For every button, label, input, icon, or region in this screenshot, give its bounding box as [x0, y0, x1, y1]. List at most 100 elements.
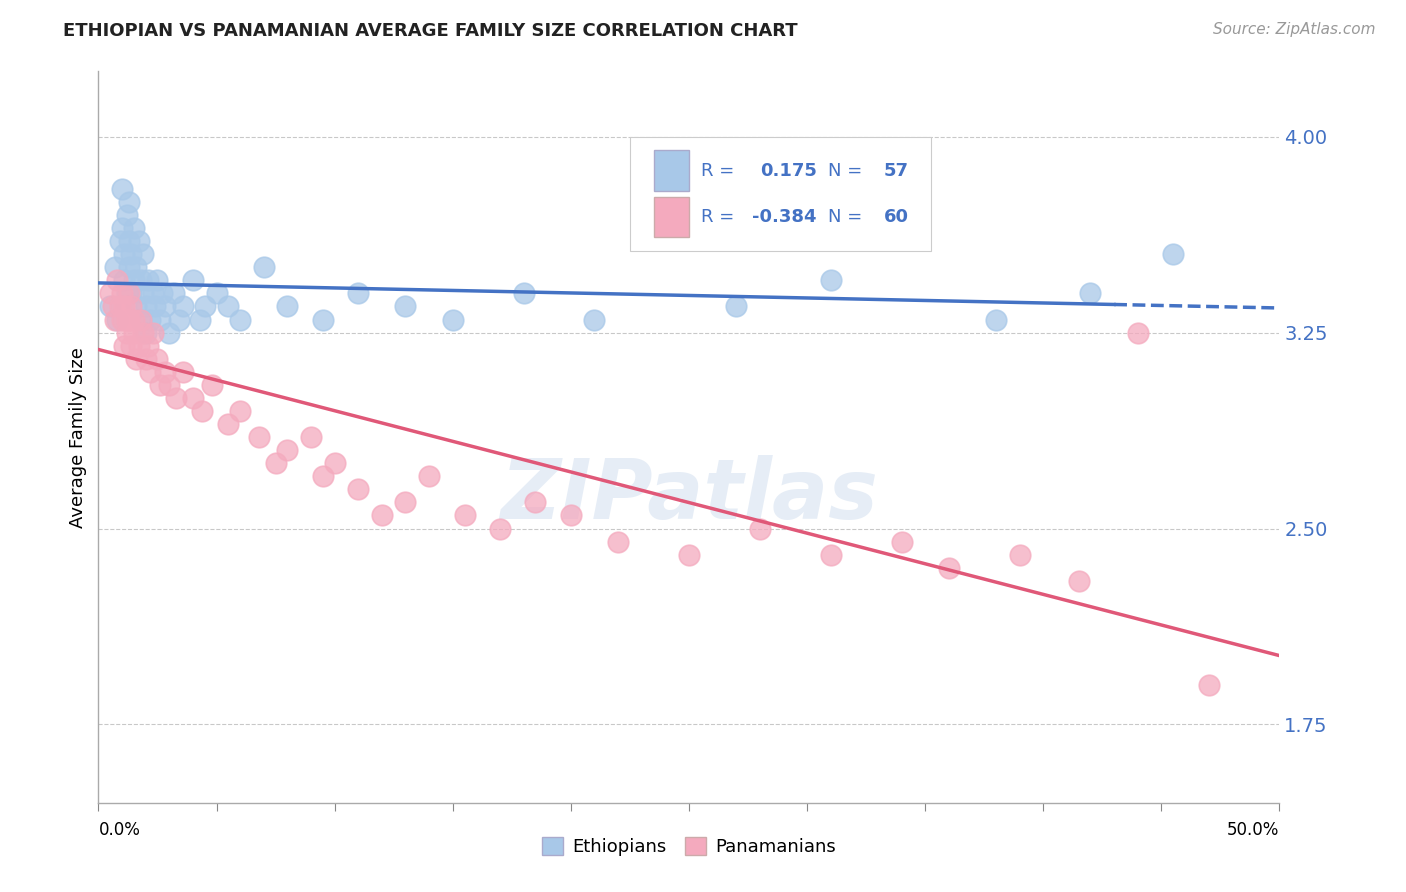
- Point: [142, 326, 165, 340]
- Point: [112, 273, 135, 287]
- Point: [264, 456, 287, 470]
- Point: [98, 286, 121, 301]
- Point: [607, 534, 630, 549]
- Point: [129, 312, 152, 326]
- Point: [101, 300, 124, 314]
- Text: Source: ZipAtlas.com: Source: ZipAtlas.com: [1212, 22, 1375, 37]
- Point: [247, 430, 270, 444]
- Point: [1008, 548, 1031, 562]
- Text: ETHIOPIAN VS PANAMANIAN AVERAGE FAMILY SIZE CORRELATION CHART: ETHIOPIAN VS PANAMANIAN AVERAGE FAMILY S…: [63, 22, 797, 40]
- Point: [132, 247, 155, 261]
- Point: [153, 365, 176, 379]
- Point: [132, 326, 155, 340]
- Point: [820, 273, 842, 287]
- Point: [678, 548, 700, 562]
- Point: [149, 312, 172, 326]
- Point: [115, 286, 138, 301]
- Point: [118, 260, 141, 275]
- Point: [172, 300, 194, 314]
- Point: [98, 300, 121, 314]
- Text: -0.384: -0.384: [752, 208, 815, 227]
- Point: [560, 508, 582, 523]
- Point: [143, 300, 166, 314]
- Point: [157, 377, 180, 392]
- Point: [938, 560, 960, 574]
- Point: [1080, 286, 1102, 301]
- Point: [748, 521, 770, 535]
- Point: [125, 300, 148, 314]
- Point: [1126, 326, 1149, 340]
- Text: R =: R =: [700, 208, 734, 227]
- Point: [181, 273, 204, 287]
- Point: [115, 208, 138, 222]
- Point: [129, 312, 152, 326]
- Point: [1161, 247, 1184, 261]
- Point: [583, 312, 606, 326]
- Point: [111, 286, 134, 301]
- Point: [125, 260, 148, 275]
- Point: [524, 495, 547, 509]
- Text: 0.175: 0.175: [759, 161, 817, 179]
- Point: [181, 391, 204, 405]
- Point: [167, 312, 190, 326]
- Point: [146, 351, 169, 366]
- Text: ZIPatlas: ZIPatlas: [501, 455, 877, 536]
- Point: [136, 273, 159, 287]
- Point: [890, 534, 912, 549]
- Point: [191, 404, 214, 418]
- Point: [139, 365, 162, 379]
- Point: [135, 300, 157, 314]
- Point: [312, 312, 335, 326]
- Point: [108, 300, 131, 314]
- Point: [112, 300, 135, 314]
- Point: [105, 273, 128, 287]
- Point: [441, 312, 464, 326]
- Point: [150, 286, 173, 301]
- Point: [312, 469, 335, 483]
- Point: [132, 286, 155, 301]
- Text: 0.0%: 0.0%: [98, 822, 141, 839]
- Point: [194, 300, 217, 314]
- Point: [108, 234, 131, 248]
- Point: [105, 312, 128, 326]
- Point: [104, 312, 127, 326]
- Point: [217, 300, 239, 314]
- Point: [128, 338, 150, 352]
- Point: [347, 286, 370, 301]
- Text: 60: 60: [884, 208, 908, 227]
- Point: [512, 286, 534, 301]
- Point: [142, 286, 165, 301]
- Point: [371, 508, 394, 523]
- Point: [229, 312, 252, 326]
- Point: [122, 326, 145, 340]
- Point: [121, 300, 143, 314]
- Text: N =: N =: [828, 161, 862, 179]
- Point: [122, 221, 145, 235]
- Point: [276, 443, 298, 458]
- Point: [1198, 678, 1220, 692]
- Point: [149, 377, 172, 392]
- Point: [323, 456, 346, 470]
- Point: [165, 391, 187, 405]
- Text: 57: 57: [884, 161, 908, 179]
- Point: [135, 351, 157, 366]
- Point: [984, 312, 1007, 326]
- Point: [139, 312, 162, 326]
- Point: [157, 326, 180, 340]
- Point: [153, 300, 176, 314]
- Point: [128, 234, 150, 248]
- Point: [118, 312, 141, 326]
- Y-axis label: Average Family Size: Average Family Size: [69, 347, 87, 527]
- Point: [217, 417, 239, 431]
- Point: [188, 312, 211, 326]
- Point: [394, 495, 416, 509]
- Point: [115, 326, 138, 340]
- Point: [347, 483, 370, 497]
- Legend: Ethiopians, Panamanians: Ethiopians, Panamanians: [534, 830, 844, 863]
- Point: [121, 338, 143, 352]
- Point: [121, 247, 143, 261]
- Point: [276, 300, 298, 314]
- Text: N =: N =: [828, 208, 862, 227]
- Point: [118, 286, 141, 301]
- Point: [453, 508, 475, 523]
